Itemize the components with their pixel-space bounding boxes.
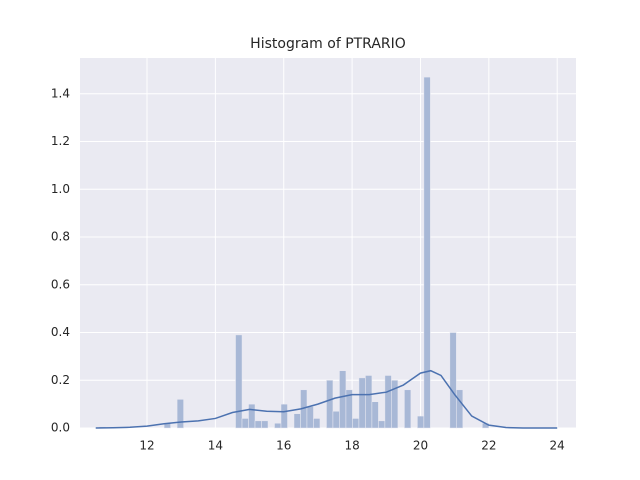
bar — [261, 420, 269, 429]
bar — [176, 399, 184, 429]
bar — [241, 418, 249, 429]
bar — [235, 334, 243, 429]
bar — [248, 403, 256, 429]
bar — [391, 380, 399, 429]
bar — [280, 403, 288, 429]
bar — [423, 76, 431, 429]
bar — [352, 418, 360, 429]
y-tick-label: 0.2 — [51, 373, 70, 387]
y-tick-label: 0.0 — [51, 421, 70, 435]
x-tick-label: 20 — [413, 439, 428, 453]
bar — [254, 420, 262, 429]
bar — [456, 389, 464, 429]
x-tick-label: 12 — [139, 439, 154, 453]
bar — [293, 413, 301, 429]
kde-line — [95, 369, 558, 429]
x-tick-label: 16 — [276, 439, 291, 453]
chart-title: Histogram of PTRARIO — [250, 36, 406, 52]
bar — [404, 389, 412, 429]
x-tick-label: 18 — [344, 439, 359, 453]
bar — [326, 380, 334, 429]
y-tick-label: 0.6 — [51, 277, 70, 291]
bar — [358, 377, 366, 429]
x-tick-label: 24 — [550, 439, 565, 453]
bar — [384, 375, 392, 429]
y-tick-label: 0.4 — [51, 325, 70, 339]
plot-area — [80, 58, 576, 428]
bar — [339, 370, 347, 429]
bar — [371, 401, 379, 429]
bar — [332, 411, 340, 429]
y-tick-label: 0.8 — [51, 230, 70, 244]
y-tick-label: 1.2 — [51, 134, 70, 148]
y-tick-label: 1.0 — [51, 182, 70, 196]
x-tick-label: 22 — [481, 439, 496, 453]
bar — [306, 406, 314, 429]
bar — [449, 332, 457, 429]
x-tick-label: 14 — [208, 439, 223, 453]
bar — [417, 415, 425, 429]
y-tick-label: 1.4 — [51, 86, 70, 100]
bar — [313, 418, 321, 429]
bar — [345, 389, 353, 429]
bar — [365, 375, 373, 429]
bar — [378, 420, 386, 429]
bar — [274, 422, 282, 429]
